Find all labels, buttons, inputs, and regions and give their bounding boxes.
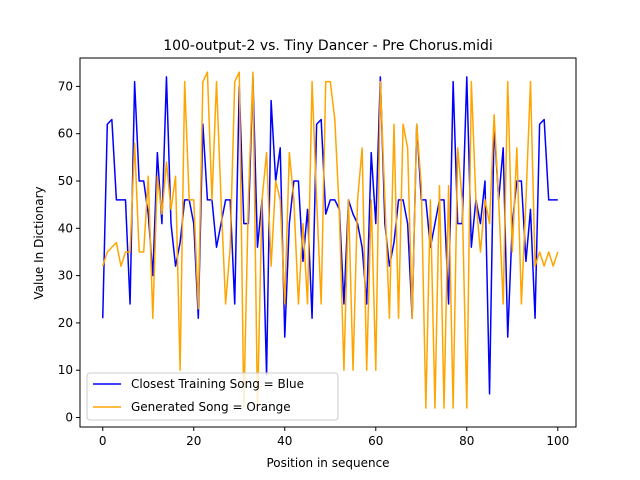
x-tick-label: 0 xyxy=(99,434,107,448)
y-tick-label: 30 xyxy=(58,269,73,283)
x-tick-label: 100 xyxy=(546,434,569,448)
y-axis-label: Value In Dictionary xyxy=(32,186,46,299)
y-tick-label: 20 xyxy=(58,316,73,330)
axes-frame xyxy=(79,57,577,428)
chart-title: 100-output-2 vs. Tiny Dancer - Pre Choru… xyxy=(163,38,493,54)
legend-entry-closest-training-song: Closest Training Song = Blue xyxy=(131,377,304,391)
x-tick-label: 80 xyxy=(459,434,474,448)
y-tick-label: 40 xyxy=(58,221,73,235)
plot-area xyxy=(102,71,559,409)
y-tick-label: 60 xyxy=(58,127,73,141)
legend-box xyxy=(86,372,339,421)
series-line-closest-training-song xyxy=(102,76,558,395)
y-tick-label: 50 xyxy=(58,174,73,188)
x-tick-label: 20 xyxy=(186,434,201,448)
x-tick-label: 40 xyxy=(277,434,292,448)
y-tick-label: 70 xyxy=(58,79,73,93)
y-axis: 0 10 20 30 40 50 60 70 xyxy=(58,79,80,425)
y-tick-label: 0 xyxy=(65,411,73,425)
y-tick-label: 10 xyxy=(58,363,73,377)
legend: Closest Training Song = Blue Generated S… xyxy=(86,372,339,421)
x-tick-label: 60 xyxy=(368,434,383,448)
legend-entry-generated-song: Generated Song = Orange xyxy=(131,400,291,414)
x-axis-label: Position in sequence xyxy=(266,456,389,470)
x-axis: 0 20 40 60 80 100 xyxy=(99,427,569,448)
series-line-generated-song xyxy=(102,71,559,409)
